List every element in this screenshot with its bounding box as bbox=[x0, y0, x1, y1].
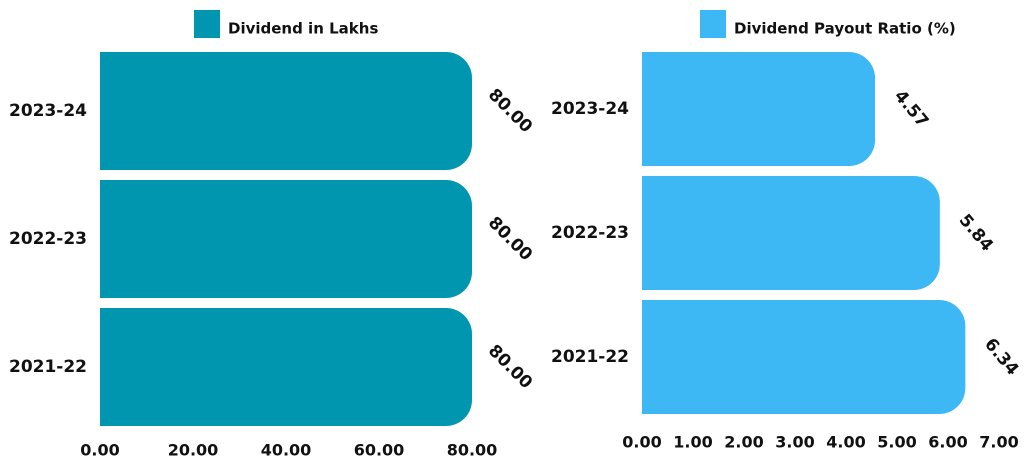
payout-x-tick-label: 5.00 bbox=[877, 433, 916, 452]
payout-legend-swatch bbox=[700, 10, 726, 38]
dividend-category-label: 2022-23 bbox=[9, 229, 87, 249]
dividend-x-tick-label: 60.00 bbox=[354, 441, 405, 458]
dividend-category-label: 2021-22 bbox=[9, 357, 87, 377]
dividend-bar bbox=[100, 308, 472, 426]
payout-bar bbox=[642, 176, 940, 290]
payout-x-tick-label: 0.00 bbox=[622, 433, 661, 452]
payout-category-label: 2022-23 bbox=[551, 223, 629, 243]
payout-category-label: 2023-24 bbox=[551, 99, 629, 119]
payout-x-tick-label: 7.00 bbox=[979, 433, 1018, 452]
payout-bar bbox=[642, 300, 966, 414]
payout-x-tick-label: 1.00 bbox=[673, 433, 712, 452]
payout-bar bbox=[642, 52, 876, 166]
dividend-data-label: 80.00 bbox=[484, 341, 536, 393]
dividend-bar bbox=[100, 180, 472, 298]
payout-x-tick-label: 3.00 bbox=[775, 433, 814, 452]
dividend-category-label: 2023-24 bbox=[9, 101, 87, 121]
payout-x-tick-label: 2.00 bbox=[724, 433, 763, 452]
payout-category-label: 2021-22 bbox=[551, 347, 629, 367]
dividend-legend-label: Dividend in Lakhs bbox=[228, 20, 378, 38]
dividend-chart: Dividend in Lakhs 2023-24 80.00 2022-23 80.0… bbox=[9, 10, 536, 458]
dividend-data-label: 80.00 bbox=[484, 213, 536, 265]
payout-ratio-chart: Dividend Payout Ratio (%) 2023-24 4.57 2022… bbox=[551, 10, 1023, 452]
dividend-legend-swatch bbox=[194, 10, 220, 38]
payout-x-tick-label: 6.00 bbox=[928, 433, 967, 452]
dividend-x-tick-label: 0.00 bbox=[80, 441, 119, 458]
payout-data-label: 4.57 bbox=[890, 87, 932, 132]
dividend-x-tick-label: 20.00 bbox=[168, 441, 219, 458]
dividend-x-tick-label: 40.00 bbox=[261, 441, 312, 458]
dividend-data-label: 80.00 bbox=[484, 85, 536, 137]
dividend-x-tick-label: 80.00 bbox=[447, 441, 498, 458]
payout-legend-label: Dividend Payout Ratio (%) bbox=[734, 20, 956, 38]
dividend-bar bbox=[100, 52, 472, 170]
payout-data-label: 6.34 bbox=[980, 335, 1022, 380]
payout-x-tick-label: 4.00 bbox=[826, 433, 865, 452]
payout-data-label: 5.84 bbox=[955, 211, 997, 256]
